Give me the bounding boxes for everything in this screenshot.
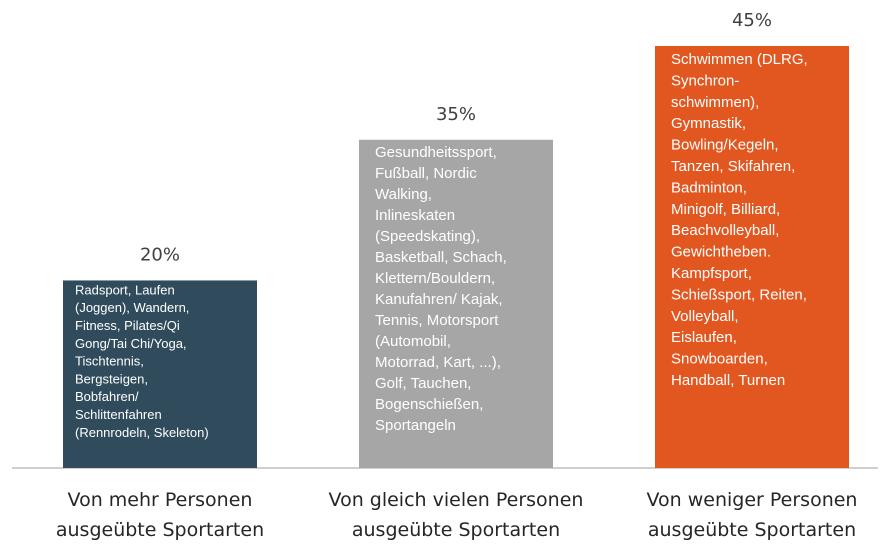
bar-text: Tischtennis,	[75, 354, 144, 369]
bar-text: Inlineskaten	[375, 207, 455, 224]
bar-text: Handball, Turnen	[671, 372, 785, 389]
bar-text: Volleyball,	[671, 308, 739, 325]
bar-text: Gesundheitssport,	[375, 144, 497, 161]
bar	[359, 139, 553, 468]
bar-text: Minigolf, Billiard,	[671, 201, 780, 218]
value-label: 35%	[436, 104, 476, 125]
bar-text: Synchron-	[671, 72, 739, 89]
bar-text: Fußball, Nordic	[375, 165, 477, 182]
bar-text: Schwimmen (DLRG,	[671, 51, 808, 68]
bar-text: Tennis, Motorsport	[375, 312, 499, 329]
bar-text: schwimmen),	[671, 94, 759, 111]
bar-text: Gong/Tai Chi/Yoga,	[75, 336, 187, 351]
bar-text: Gymnastik,	[671, 115, 746, 132]
bar-text: Schlittenfahren	[75, 407, 162, 422]
bar-text: Basketball, Schach,	[375, 249, 507, 266]
bar-text: Kanufahren/ Kajak,	[375, 291, 503, 308]
bar-text: Bergsteigen,	[75, 371, 148, 386]
bar-text: (Speedskating),	[375, 228, 480, 245]
x-tick-label: Von gleich vielen Personen ausgeübte Spo…	[328, 489, 584, 541]
value-label: 20%	[140, 244, 180, 265]
bar-text: Gewichtheben.	[671, 244, 771, 261]
bar-text: Walking,	[375, 186, 432, 203]
x-tick-label: Von weniger Personen ausgeübte Sportarte…	[646, 489, 858, 541]
bar-text: Golf, Tauchen,	[375, 375, 471, 392]
bar-text: Bobfahren/	[75, 389, 139, 404]
bar-text: Tanzen, Skifahren,	[671, 158, 795, 175]
bar-text: Kampfsport,	[671, 265, 752, 282]
bar-text: Bowling/Kegeln,	[671, 137, 779, 154]
bar-text: Klettern/Bouldern,	[375, 270, 495, 287]
bar-text: Sportangeln	[375, 417, 456, 434]
bar-text: Badminton,	[671, 179, 747, 196]
x-tick-label: Von mehr Personen ausgeübte Sportarten	[55, 489, 265, 541]
bar-text: Bogenschießen,	[375, 396, 483, 413]
bar	[655, 46, 849, 468]
bar-text: (Joggen), Wandern,	[75, 300, 189, 315]
bar-text: Beachvolleyball,	[671, 222, 779, 239]
bar-text: (Rennrodeln, Skeleton)	[75, 425, 209, 440]
bar-text: Schießsport, Reiten,	[671, 286, 807, 303]
bar-text: (Automobil,	[375, 333, 451, 350]
bar-text: Motorrad, Kart, ...),	[375, 354, 501, 371]
bar-text: Radsport, Laufen	[75, 282, 175, 297]
bar-text: Fitness, Pilates/Qi	[75, 318, 180, 333]
bar-text: Snowboarden,	[671, 351, 768, 368]
bar-text: Eislaufen,	[671, 329, 737, 346]
value-label: 45%	[732, 10, 772, 31]
bar	[63, 280, 257, 468]
